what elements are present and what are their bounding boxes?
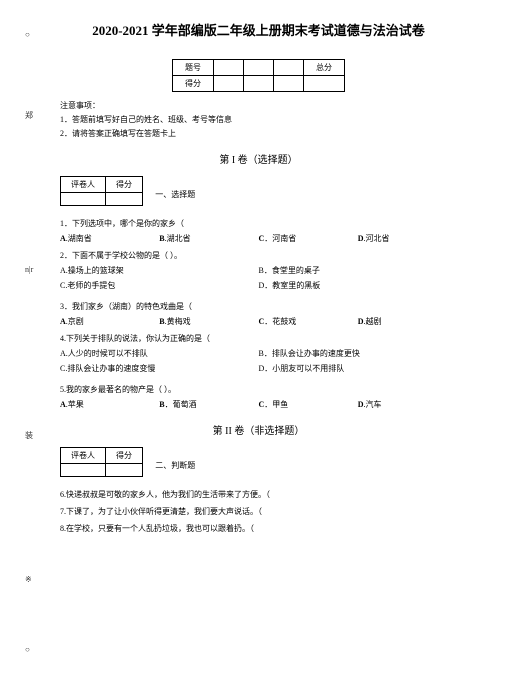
side-char: n|r: [25, 265, 33, 274]
side-char: ※: [25, 575, 32, 584]
exam-page: 2020-2021 学年部编版二年级上册期末考试道德与法治试卷 题号 总分 得分…: [0, 0, 507, 558]
option-a: A.苹果: [60, 399, 159, 410]
options-q4: A.人少的时候可以不排队 B．排队会让办事的速度更快 C.排队会让办事的速度变慢…: [60, 348, 457, 378]
question-4: 4.下列关于排队的说法，你认为正确的是（: [60, 333, 457, 344]
option-b: B．食堂里的桌子: [259, 265, 458, 276]
cell: [214, 60, 244, 76]
cell: [106, 464, 143, 477]
question-6: 6.快递叔叔是可敬的家乡人，他为我们的生活带来了方便。（: [60, 489, 457, 500]
option-c: C.老师的手提包: [60, 280, 259, 291]
option-d: D.河北省: [358, 233, 457, 244]
question-3: 3．我们家乡（湖南）的特色戏曲是（: [60, 301, 457, 312]
question-1: 1．下列选项中，哪个是你的家乡（: [60, 218, 457, 229]
cell: [244, 76, 274, 92]
subsection-1: 一、选择题: [155, 189, 195, 200]
notice-heading: 注意事项：: [60, 100, 457, 111]
cell: [304, 76, 345, 92]
option-d: D.汽车: [358, 399, 457, 410]
table-row: 得分: [173, 76, 345, 92]
table-row: [61, 464, 143, 477]
table-row: 评卷人 得分: [61, 177, 143, 193]
cell: 题号: [173, 60, 214, 76]
option-c: C．甲鱼: [259, 399, 358, 410]
table-row: [61, 193, 143, 206]
options-q3: A.京剧 B.黄梅戏 C．花鼓戏 D.越剧: [60, 316, 457, 327]
option-c: C．花鼓戏: [259, 316, 358, 327]
table-row: 题号 总分: [173, 60, 345, 76]
notice-1: 1．答题前填写好自己的姓名、班级、考号等信息: [60, 114, 457, 125]
cell: 得分: [106, 448, 143, 464]
cell: 总分: [304, 60, 345, 76]
option-a: A.京剧: [60, 316, 159, 327]
grader-table: 评卷人 得分: [60, 176, 143, 206]
cell: 得分: [106, 177, 143, 193]
option-a: A.湖南省: [60, 233, 159, 244]
table-row: 评卷人 得分: [61, 448, 143, 464]
options-q2: A.操场上的篮球架 B．食堂里的桌子 C.老师的手提包 D．教室里的黑板: [60, 265, 457, 295]
cell: 评卷人: [61, 448, 106, 464]
option-d: D.越剧: [358, 316, 457, 327]
score-table: 题号 总分 得分: [172, 59, 345, 92]
cell: 得分: [173, 76, 214, 92]
option-a: A.操场上的篮球架: [60, 265, 259, 276]
option-c: C.排队会让办事的速度变慢: [60, 363, 259, 374]
side-char: 郑: [25, 110, 33, 121]
side-char: 装: [25, 430, 33, 441]
option-d: D．教室里的黑板: [259, 280, 458, 291]
cell: [106, 193, 143, 206]
question-2: 2．下面不属于学校公物的是（ ）。: [60, 250, 457, 261]
cell: [214, 76, 244, 92]
question-5: 5.我的家乡最著名的物产是（ ）。: [60, 384, 457, 395]
option-b: B.湖北省: [159, 233, 258, 244]
option-b: B．排队会让办事的速度更快: [259, 348, 458, 359]
grader-table-2: 评卷人 得分: [60, 447, 143, 477]
cell: [274, 60, 304, 76]
cell: [274, 76, 304, 92]
option-d: D．小朋友可以不用排队: [259, 363, 458, 374]
option-c: C．河南省: [259, 233, 358, 244]
option-b: B.黄梅戏: [159, 316, 258, 327]
option-a: A.人少的时候可以不排队: [60, 348, 259, 359]
side-char: ○: [25, 30, 30, 39]
cell: [244, 60, 274, 76]
options-q1: A.湖南省 B.湖北省 C．河南省 D.河北省: [60, 233, 457, 244]
cell: [61, 193, 106, 206]
section-2-title: 第 II 卷（非选择题）: [60, 422, 457, 437]
options-q5: A.苹果 B．葡萄酒 C．甲鱼 D.汽车: [60, 399, 457, 410]
option-b: B．葡萄酒: [159, 399, 258, 410]
exam-title: 2020-2021 学年部编版二年级上册期末考试道德与法治试卷: [60, 20, 457, 39]
cell: 评卷人: [61, 177, 106, 193]
notice-2: 2．请将答案正确填写在答题卡上: [60, 128, 457, 139]
side-char: ○: [25, 645, 30, 654]
subsection-2: 二、判断题: [155, 460, 195, 471]
question-8: 8.在学校，只要有一个人乱扔垃圾，我也可以跟着扔。（: [60, 523, 457, 534]
question-7: 7.下课了，为了让小伙伴听得更清楚，我们要大声说话。（: [60, 506, 457, 517]
section-1-title: 第 I 卷（选择题）: [60, 151, 457, 166]
cell: [61, 464, 106, 477]
